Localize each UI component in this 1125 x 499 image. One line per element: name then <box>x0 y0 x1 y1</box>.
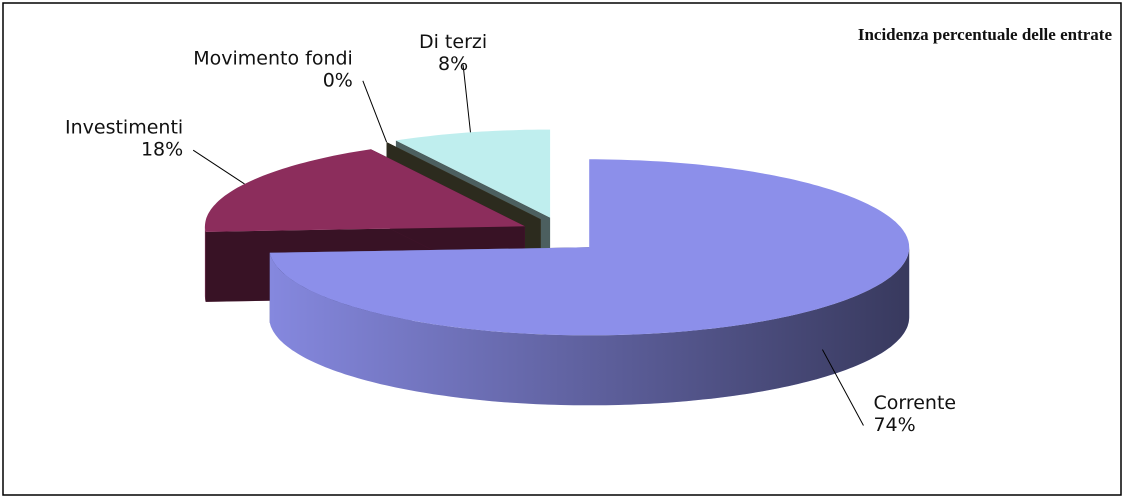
slice-label: Investimenti <box>65 117 183 139</box>
slice-value-label: 74% <box>873 414 915 436</box>
slice-top <box>269 159 910 336</box>
slice <box>269 159 910 406</box>
slice-value-label: 18% <box>141 139 183 161</box>
leader-line <box>362 80 388 143</box>
slice-value-label: 0% <box>323 69 353 91</box>
slice-top <box>204 149 525 232</box>
leader-line <box>192 149 245 185</box>
leader-line <box>462 64 471 133</box>
slice-side-shade <box>204 226 206 302</box>
slice-value-label: 8% <box>438 53 468 75</box>
leader-line <box>821 349 864 426</box>
slice-label: Di terzi <box>419 31 487 53</box>
slice-label: Movimento fondi <box>193 47 353 69</box>
slice-label: Corrente <box>873 392 956 414</box>
chart-title: Incidenza percentuale delle entrate <box>858 25 1113 44</box>
slice-top <box>395 129 551 218</box>
slice-side-shade <box>269 247 910 406</box>
